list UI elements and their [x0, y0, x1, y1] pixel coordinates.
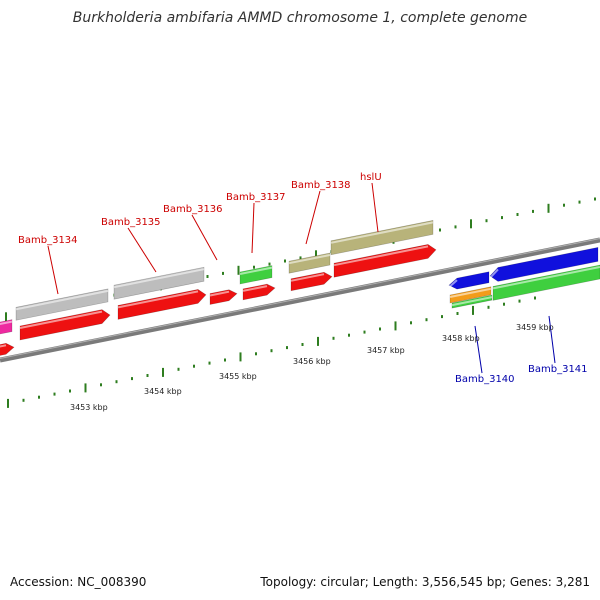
gene-label-leader [251, 202, 255, 254]
feature-green-gene-shine [492, 266, 600, 290]
feature-blue-cds-shine [489, 268, 499, 279]
feature-orange-gene-shine [449, 287, 492, 298]
feature-red-cds [19, 309, 111, 341]
feature-magenta-gene-shine [0, 320, 13, 326]
feature-grey-gene-shine [113, 268, 205, 289]
feature-olive-gene-shine [288, 254, 331, 265]
scale-labels: 3453 kbp 3454 kbp 3455 kbp 3456 kbp 3457 kbp… [70, 323, 554, 412]
feature-grey-gene [15, 288, 109, 321]
feature-olive-gene [330, 220, 434, 256]
gene-label: Bamb_3138 [291, 180, 351, 191]
map-title: Burkholderia ambifaria AMMD chromosome 1… [72, 10, 528, 26]
gene-label-leader [127, 227, 157, 273]
gene-label-leader [371, 182, 379, 233]
feature-olive-gene-shine [330, 221, 434, 244]
feature-grey-gene [113, 266, 205, 300]
feature-red-cds-shine [117, 290, 199, 309]
feature-red-cds-shine [290, 273, 325, 282]
accession-label: Accession: NC_008390 [10, 575, 147, 589]
feature-red-cds [290, 271, 333, 292]
gene-label-leader [191, 214, 218, 261]
feature-green-gene [492, 264, 600, 301]
feature-tracks [0, 220, 600, 356]
gene-label-leader [305, 190, 321, 245]
feature-red-cds-shine [209, 290, 230, 297]
feature-red-cds-shine [0, 344, 7, 348]
feature-red-cds-shine [242, 285, 268, 292]
scale-label: 3456 kbp [293, 357, 331, 366]
feature-green-gene-shine [451, 296, 493, 307]
backbone [0, 237, 600, 363]
feature-blue-cds [448, 271, 490, 290]
feature-blue-cds-shine [448, 279, 458, 288]
gene-label: Bamb_3137 [226, 192, 286, 203]
scale-label: 3457 kbp [367, 346, 405, 355]
feature-red-cds [333, 244, 437, 278]
feature-red-cds [117, 289, 207, 320]
scale-label: 3458 kbp [442, 334, 480, 343]
gene-label: Bamb_3140 [455, 374, 515, 385]
scale-label: 3453 kbp [70, 403, 108, 412]
feature-blue-cds [489, 247, 599, 282]
genome-summary: Topology: circular; Length: 3,556,545 bp… [260, 575, 590, 589]
gene-label-leader [47, 245, 59, 295]
feature-red-cds-shine [333, 245, 429, 267]
gene-label-leader [474, 325, 483, 374]
gene-label: Bamb_3134 [18, 235, 78, 246]
feature-red-cds [242, 283, 276, 301]
backbone-highlight [0, 238, 600, 359]
gene-label: Bamb_3141 [528, 364, 588, 375]
feature-grey-gene-shine [15, 289, 109, 311]
gene-label: hslU [360, 172, 382, 183]
scale-label: 3459 kbp [516, 323, 554, 332]
gene-label-leader [548, 315, 556, 364]
backbone-line [0, 237, 600, 363]
scale-label: 3455 kbp [219, 372, 257, 381]
gene-label: Bamb_3136 [163, 204, 223, 215]
feature-green-gene-shine [239, 266, 273, 275]
gene-label: Bamb_3135 [101, 217, 161, 228]
feature-red-cds-shine [19, 310, 103, 329]
scale-label: 3454 kbp [144, 387, 182, 396]
